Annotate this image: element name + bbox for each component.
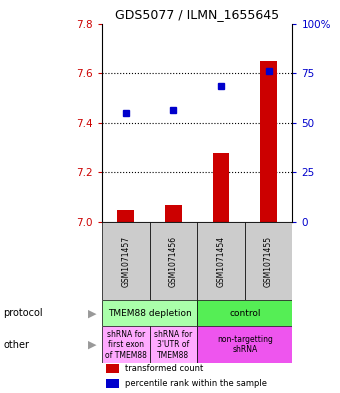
Text: ▶: ▶	[88, 309, 97, 318]
Text: control: control	[229, 309, 260, 318]
Text: GSM1071457: GSM1071457	[121, 235, 130, 287]
Text: TMEM88 depletion: TMEM88 depletion	[108, 309, 191, 318]
Text: shRNA for
3'UTR of
TMEM88: shRNA for 3'UTR of TMEM88	[154, 330, 192, 360]
Bar	[106, 378, 119, 388]
Bar	[118, 209, 134, 222]
Bar	[150, 327, 197, 363]
Bar	[150, 222, 197, 300]
Text: non-targetting
shRNA: non-targetting shRNA	[217, 335, 273, 354]
Bar	[165, 205, 182, 222]
Bar	[245, 222, 292, 300]
Text: other: other	[3, 340, 29, 350]
Bar	[102, 327, 150, 363]
Title: GDS5077 / ILMN_1655645: GDS5077 / ILMN_1655645	[115, 8, 279, 21]
Text: GSM1071456: GSM1071456	[169, 235, 178, 287]
Bar	[197, 327, 292, 363]
Bar	[106, 364, 119, 373]
Bar	[102, 222, 150, 300]
Bar	[197, 300, 292, 327]
Bar	[102, 300, 197, 327]
Text: GSM1071454: GSM1071454	[217, 235, 225, 287]
Text: shRNA for
first exon
of TMEM88: shRNA for first exon of TMEM88	[105, 330, 147, 360]
Text: percentile rank within the sample: percentile rank within the sample	[125, 379, 267, 388]
Text: ▶: ▶	[88, 340, 97, 350]
Text: GSM1071455: GSM1071455	[264, 235, 273, 287]
Bar	[213, 152, 229, 222]
Text: protocol: protocol	[3, 309, 43, 318]
Bar	[197, 222, 245, 300]
Text: transformed count: transformed count	[125, 364, 203, 373]
Bar	[260, 61, 277, 222]
